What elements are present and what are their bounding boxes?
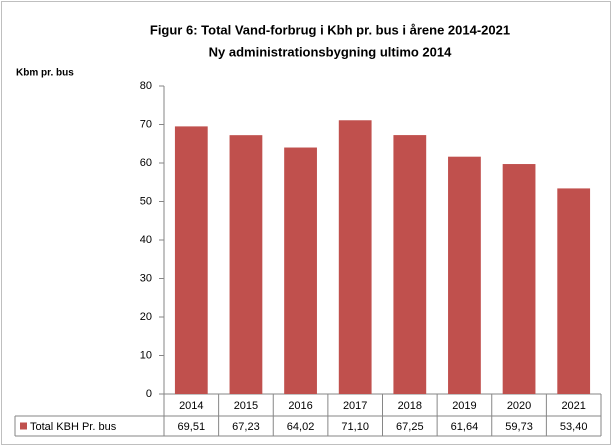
x-tick-label: 2021 (561, 400, 585, 412)
table-value: 67,25 (396, 421, 424, 433)
y-tick-label: 80 (140, 80, 152, 92)
y-tick-label: 70 (140, 118, 152, 130)
bar (557, 188, 591, 394)
bar (174, 126, 208, 394)
y-tick-label: 30 (140, 272, 152, 284)
bar (284, 147, 317, 394)
y-tick-label: 20 (140, 311, 152, 323)
table-value: 53,40 (560, 421, 588, 433)
x-tick-label: 2019 (452, 400, 476, 412)
y-tick-label: 50 (140, 195, 152, 207)
x-tick-label: 2020 (507, 400, 531, 412)
legend-key (20, 422, 27, 430)
bar (229, 135, 263, 395)
x-tick-label: 2017 (343, 400, 367, 412)
bar (502, 164, 536, 394)
y-tick-label: 0 (146, 388, 152, 400)
bar (448, 156, 481, 394)
table-value: 69,51 (178, 421, 206, 433)
y-axis-label: Kbm pr. bus (16, 68, 74, 79)
y-tick-label: 60 (140, 157, 152, 169)
table-value: 67,23 (232, 421, 260, 433)
table-value: 71,10 (341, 421, 369, 433)
x-tick-label: 2015 (234, 400, 258, 412)
y-tick-label: 10 (140, 349, 152, 361)
chart-subtitle: Ny administrationsbygning ultimo 2014 (209, 44, 452, 59)
x-tick-label: 2016 (288, 400, 312, 412)
table-value: 61,64 (451, 421, 479, 433)
y-tick-label: 40 (140, 234, 152, 246)
table-value: 59,73 (505, 421, 533, 433)
x-tick-label: 2018 (398, 400, 422, 412)
table-value: 64,02 (287, 421, 315, 433)
chart-title: Figur 6: Total Vand-forbrug i Kbh pr. bu… (150, 22, 510, 37)
bar (338, 120, 372, 394)
legend-label: Total KBH Pr. bus (30, 421, 117, 433)
bar (393, 135, 427, 394)
x-tick-label: 2014 (179, 400, 203, 412)
